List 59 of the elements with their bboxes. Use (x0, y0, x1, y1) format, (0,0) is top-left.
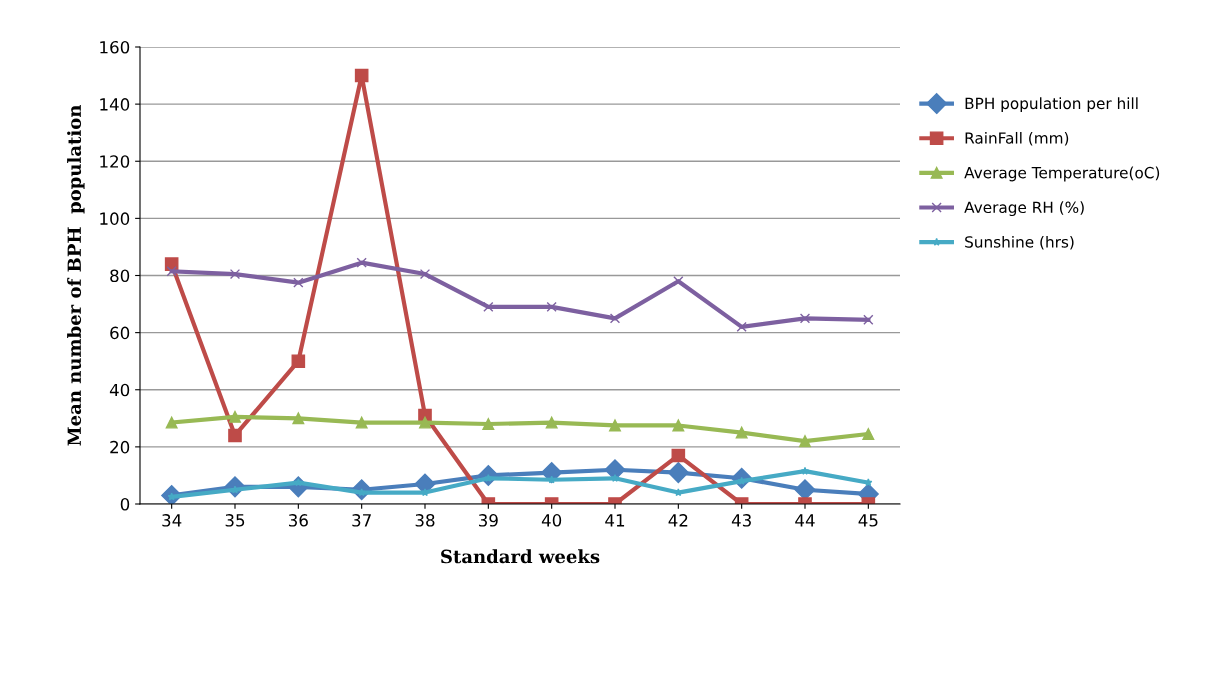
point (356, 257, 367, 268)
point (609, 313, 621, 324)
point (419, 268, 431, 280)
legend-label: RainFall (mm) (965, 131, 1069, 146)
y-tick-label: 100 (100, 212, 130, 225)
point (671, 448, 686, 463)
point (799, 313, 811, 324)
y-tick-label: 80 (110, 269, 130, 283)
legend-label: BPH population per hill (965, 97, 1138, 113)
point (799, 435, 811, 448)
point (672, 419, 685, 432)
point (863, 314, 874, 325)
x-tick-label: 37 (352, 514, 371, 527)
x-tick-label: 38 (415, 514, 435, 527)
legend-label: Sunshine (hrs) (965, 235, 1074, 250)
point (166, 266, 177, 277)
y-tick-label: 40 (109, 383, 130, 397)
point (355, 416, 368, 429)
point (862, 428, 875, 440)
y-tick-label: 60 (110, 326, 130, 340)
y-axis-title: Mean number of BPH population (67, 105, 85, 446)
x-tick-label: 45 (858, 514, 878, 527)
legend-label: Average Temperature(oC) (964, 166, 1160, 182)
x-tick-label: 34 (162, 514, 182, 527)
y-tick-label: 0 (120, 497, 130, 511)
x-tick-label: 40 (541, 514, 562, 527)
point (229, 410, 241, 423)
point (609, 419, 621, 432)
point (735, 426, 748, 439)
x-tick-label: 44 (795, 514, 815, 527)
point (292, 412, 305, 425)
point (291, 354, 306, 368)
point (864, 478, 873, 487)
point (482, 418, 495, 430)
x-tick-label: 36 (289, 514, 308, 527)
point (800, 466, 810, 475)
x-axis-title: Standard weeks (441, 549, 600, 564)
x-tick-label: 42 (668, 514, 688, 527)
point (293, 277, 304, 288)
x-tick-label: 39 (479, 514, 498, 527)
point (545, 416, 558, 429)
point (736, 321, 747, 333)
point (419, 416, 431, 429)
y-tick-label: 120 (100, 155, 130, 168)
legend-label: Average RH (%) (964, 201, 1084, 217)
point (667, 462, 689, 484)
point (483, 301, 494, 313)
point (673, 276, 684, 287)
point (354, 68, 369, 83)
y-tick-label: 20 (110, 440, 130, 454)
y-tick-label: 140 (100, 98, 130, 111)
point (228, 428, 242, 443)
x-tick-label: 41 (605, 514, 625, 527)
x-tick-label: 43 (731, 514, 751, 527)
point (546, 301, 557, 313)
x-tick-label: 35 (225, 514, 245, 527)
y-tick-label: 160 (100, 40, 130, 54)
point (229, 268, 241, 280)
point (165, 416, 178, 429)
